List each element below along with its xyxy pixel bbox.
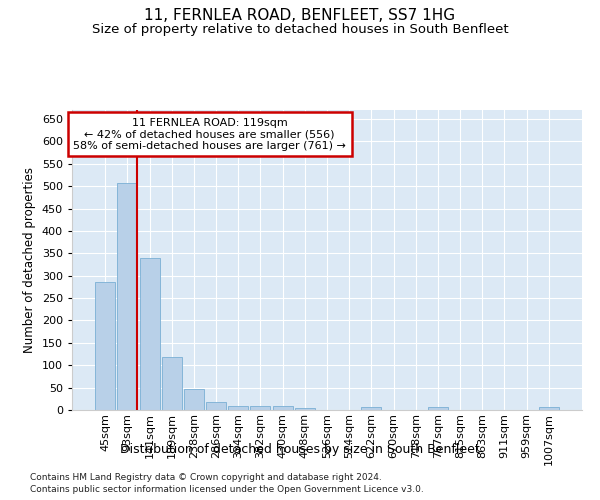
Text: Size of property relative to detached houses in South Benfleet: Size of property relative to detached ho…: [92, 22, 508, 36]
Bar: [250, 406, 271, 410]
Bar: [428, 408, 448, 410]
Bar: [118, 184, 137, 410]
Bar: [140, 258, 160, 410]
Y-axis label: Number of detached properties: Number of detached properties: [23, 167, 36, 353]
Text: 11, FERNLEA ROAD, BENFLEET, SS7 1HG: 11, FERNLEA ROAD, BENFLEET, SS7 1HG: [145, 8, 455, 22]
Text: Contains public sector information licensed under the Open Government Licence v3: Contains public sector information licen…: [30, 485, 424, 494]
Bar: [361, 408, 382, 410]
Text: Contains HM Land Registry data © Crown copyright and database right 2024.: Contains HM Land Registry data © Crown c…: [30, 472, 382, 482]
Bar: [95, 282, 115, 410]
Bar: [539, 408, 559, 410]
Bar: [206, 402, 226, 410]
Text: 11 FERNLEA ROAD: 119sqm
← 42% of detached houses are smaller (556)
58% of semi-d: 11 FERNLEA ROAD: 119sqm ← 42% of detache…: [73, 118, 346, 150]
Bar: [228, 406, 248, 410]
Bar: [184, 389, 204, 410]
Bar: [272, 406, 293, 410]
Bar: [295, 408, 315, 410]
Text: Distribution of detached houses by size in South Benfleet: Distribution of detached houses by size …: [120, 442, 480, 456]
Bar: [162, 356, 182, 410]
